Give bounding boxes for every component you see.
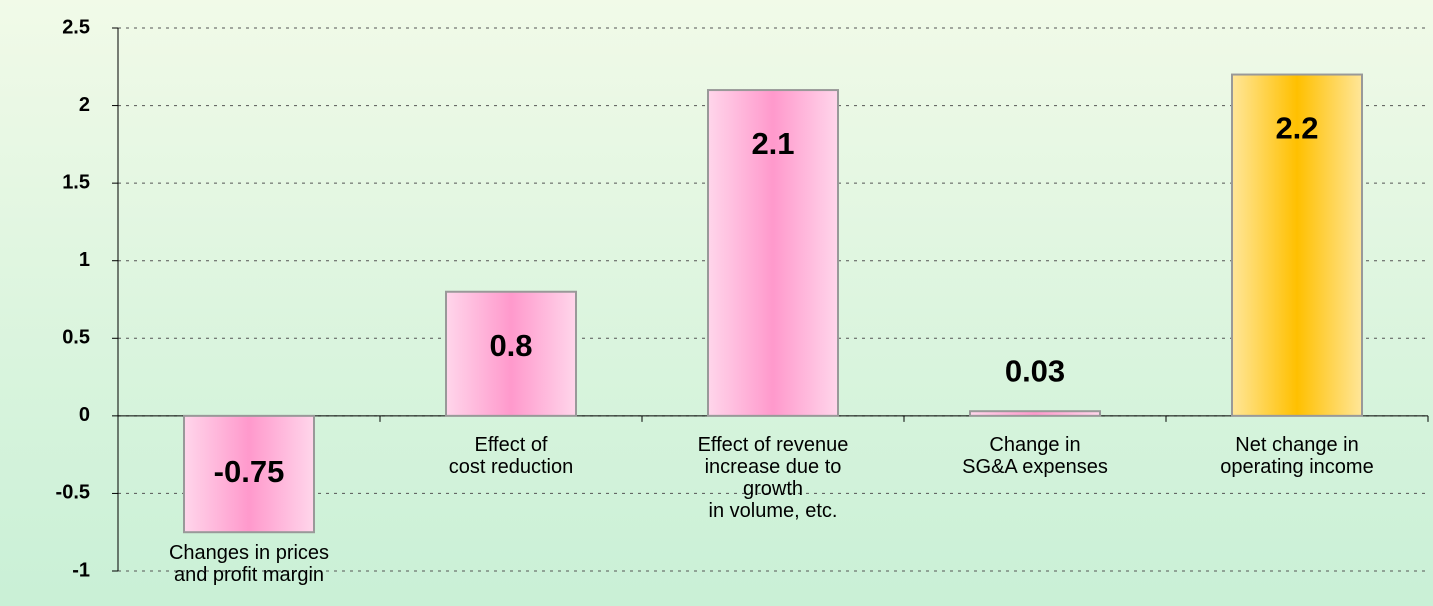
x-tick-label-line: SG&A expenses <box>962 456 1108 478</box>
x-tick-label: Net change in operating income <box>1220 434 1373 478</box>
y-tick-label: -0.5 <box>56 482 90 504</box>
value-label: 0.03 <box>1005 353 1065 388</box>
bar <box>445 290 577 417</box>
value-label: 0.8 <box>489 328 532 363</box>
x-tick-label-line: Changes in prices <box>169 542 329 564</box>
bar <box>969 410 1101 417</box>
x-tick-label-line: Effect of revenue <box>698 434 849 456</box>
y-tick-label: 2 <box>79 94 90 116</box>
y-tick-label: 2.5 <box>62 16 90 38</box>
x-tick-label-line: growth <box>743 478 803 500</box>
x-tick-label-line: Net change in <box>1235 434 1358 456</box>
y-tick-label: -1 <box>72 559 90 581</box>
x-tick-label: Effect of cost reduction <box>449 434 574 478</box>
value-label: 2.2 <box>1275 111 1318 146</box>
y-tick-label: 0.5 <box>62 327 90 349</box>
y-tick-label: 0 <box>79 404 90 426</box>
x-tick-label-line: and profit margin <box>174 564 324 586</box>
x-tick-label-line: increase due to <box>705 456 842 478</box>
bar <box>183 414 315 534</box>
bar <box>1231 73 1363 417</box>
x-tick-label-line: in volume, etc. <box>709 500 838 522</box>
value-label: -0.75 <box>214 454 285 489</box>
y-tick-label: 1 <box>79 249 90 271</box>
x-tick-label-line: cost reduction <box>449 456 574 478</box>
x-tick-label-line: operating income <box>1220 456 1373 478</box>
x-tick-label-line: Change in <box>989 434 1080 456</box>
x-tick-label: Changes in prices and profit margin <box>169 542 329 586</box>
y-tick-label: 1.5 <box>62 171 90 193</box>
x-tick-label: Change in SG&A expenses <box>962 434 1108 478</box>
value-label: 2.1 <box>751 126 794 161</box>
x-tick-label: Effect of revenue increase due to growth in… <box>698 434 849 522</box>
x-tick-label-line: Effect of <box>474 434 547 456</box>
bar <box>707 89 839 417</box>
